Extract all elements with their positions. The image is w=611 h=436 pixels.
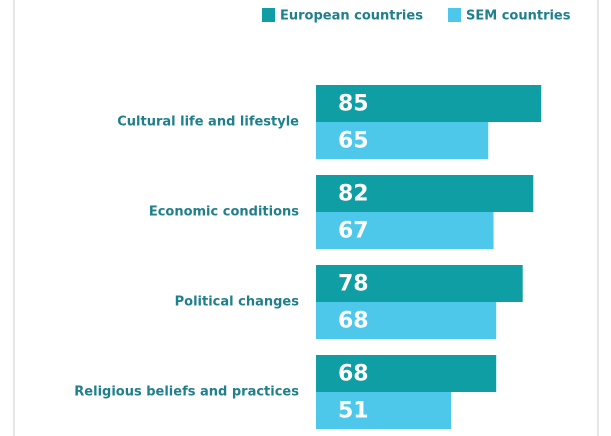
legend-swatch (448, 8, 461, 22)
value-label: 68 (338, 362, 369, 387)
category-label: Economic conditions (149, 205, 299, 220)
legend-label: SEM countries (466, 9, 571, 24)
category-label: Cultural life and lifestyle (117, 115, 299, 130)
bar (316, 175, 534, 212)
bar (316, 212, 494, 249)
category-label: Religious beliefs and practices (74, 385, 299, 400)
value-label: 67 (338, 219, 369, 244)
bar (316, 122, 489, 159)
value-label: 68 (338, 309, 369, 334)
bar (316, 302, 497, 339)
value-label: 85 (338, 92, 369, 117)
value-label: 78 (338, 272, 369, 297)
bar (316, 355, 497, 392)
bar (316, 392, 452, 429)
bar (316, 85, 542, 122)
value-label: 82 (338, 182, 369, 207)
value-label: 65 (338, 129, 369, 154)
legend-swatch (262, 8, 275, 22)
legend-label: European countries (280, 9, 423, 24)
category-label: Political changes (175, 295, 300, 310)
bar (316, 265, 523, 302)
value-label: 51 (338, 399, 369, 424)
